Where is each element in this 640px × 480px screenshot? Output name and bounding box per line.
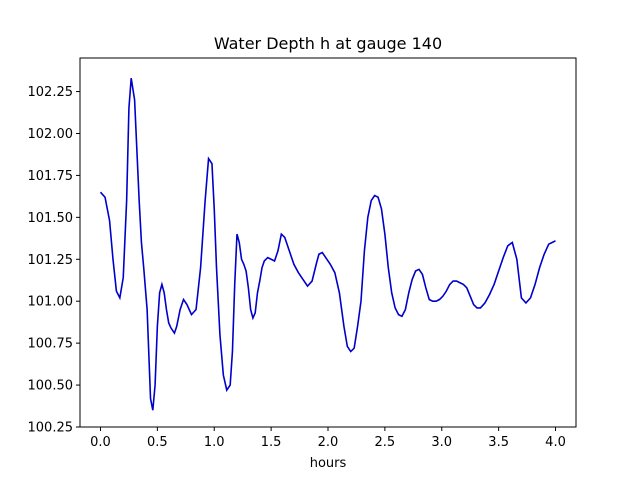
x-tick-label: 2.0 [318, 435, 339, 450]
x-tick-label: 3.5 [488, 435, 509, 450]
y-tick-label: 101.50 [28, 211, 74, 226]
x-tick-label: 1.5 [261, 435, 282, 450]
y-tick-label: 101.25 [28, 253, 74, 268]
y-tick-label: 100.50 [28, 379, 74, 394]
plot-area [79, 57, 577, 428]
x-tick-label: 4.0 [545, 435, 566, 450]
chart-title: Water Depth h at gauge 140 [214, 34, 442, 53]
y-tick-label: 101.75 [28, 169, 74, 184]
y-tick-label: 102.00 [28, 127, 74, 142]
plot-background [80, 58, 576, 427]
y-tick-label: 100.25 [28, 421, 74, 436]
x-axis: 0.0 0.5 1.0 1.5 2.0 2.5 3.0 3.5 4.0 [90, 427, 566, 450]
y-tick-label: 100.75 [28, 337, 74, 352]
series-line [99, 78, 556, 411]
x-axis-label: hours [310, 456, 347, 471]
y-tick-label: 101.00 [28, 295, 74, 310]
y-axis: 100.25 100.50 100.75 101.00 101.25 101.50 101.… [28, 85, 80, 436]
x-tick-label: 3.0 [431, 435, 452, 450]
y-tick-label: 102.25 [28, 85, 74, 100]
x-tick-label: 0.5 [147, 435, 168, 450]
x-tick-label: 1.0 [204, 435, 225, 450]
x-tick-label: 0.0 [90, 435, 111, 450]
x-tick-label: 2.5 [375, 435, 396, 450]
